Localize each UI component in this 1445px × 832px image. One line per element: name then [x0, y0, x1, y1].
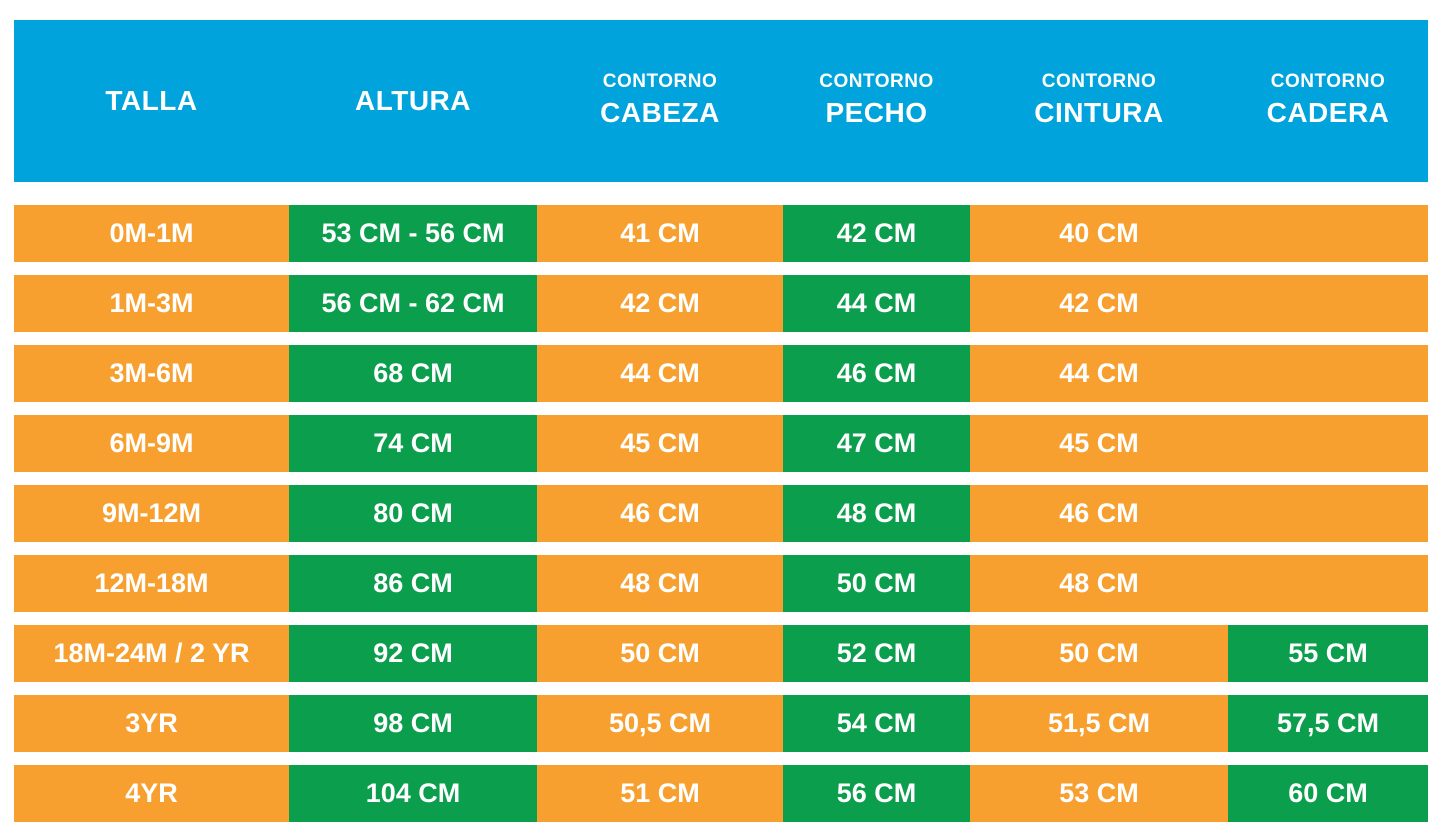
cell-cintura: 44 CM: [970, 345, 1228, 402]
cell-cadera: [1228, 345, 1428, 402]
header-label: CINTURA: [1034, 97, 1164, 129]
cell-altura: 104 CM: [289, 765, 537, 822]
cell-cabeza: 48 CM: [537, 555, 783, 612]
cell-pecho: 47 CM: [783, 415, 970, 472]
cell-pecho: 48 CM: [783, 485, 970, 542]
cell-cintura: 42 CM: [970, 275, 1228, 332]
column-header-contorno-pecho: CONTORNO PECHO: [783, 20, 970, 182]
cell-talla: 3YR: [14, 695, 289, 752]
table-row: 3YR 98 CM 50,5 CM 54 CM 51,5 CM 57,5 CM: [14, 695, 1428, 752]
column-header-contorno-cintura: CONTORNO CINTURA: [970, 20, 1228, 182]
cell-talla: 9M-12M: [14, 485, 289, 542]
cell-cabeza: 41 CM: [537, 205, 783, 262]
table-row: 3M-6M 68 CM 44 CM 46 CM 44 CM: [14, 345, 1428, 402]
cell-cintura: 40 CM: [970, 205, 1228, 262]
cell-cabeza: 42 CM: [537, 275, 783, 332]
cell-cadera: [1228, 275, 1428, 332]
cell-cabeza: 51 CM: [537, 765, 783, 822]
cell-cabeza: 50 CM: [537, 625, 783, 682]
cell-pecho: 46 CM: [783, 345, 970, 402]
cell-cintura: 46 CM: [970, 485, 1228, 542]
cell-altura: 86 CM: [289, 555, 537, 612]
table-body: 0M-1M 53 CM - 56 CM 41 CM 42 CM 40 CM 1M…: [14, 205, 1428, 822]
cell-talla: 6M-9M: [14, 415, 289, 472]
table-row: 9M-12M 80 CM 46 CM 48 CM 46 CM: [14, 485, 1428, 542]
table-row: 18M-24M / 2 YR 92 CM 50 CM 52 CM 50 CM 5…: [14, 625, 1428, 682]
cell-talla: 12M-18M: [14, 555, 289, 612]
cell-cabeza: 50,5 CM: [537, 695, 783, 752]
cell-talla: 3M-6M: [14, 345, 289, 402]
column-header-contorno-cabeza: CONTORNO CABEZA: [537, 20, 783, 182]
column-header-altura: ALTURA: [289, 20, 537, 182]
cell-pecho: 44 CM: [783, 275, 970, 332]
cell-cabeza: 45 CM: [537, 415, 783, 472]
header-label: PECHO: [825, 97, 928, 129]
cell-talla: 4YR: [14, 765, 289, 822]
table-row: 6M-9M 74 CM 45 CM 47 CM 45 CM: [14, 415, 1428, 472]
cell-altura: 80 CM: [289, 485, 537, 542]
table-header: TALLA ALTURA CONTORNO CABEZA CONTORNO PE…: [14, 20, 1428, 182]
cell-talla: 0M-1M: [14, 205, 289, 262]
cell-talla: 18M-24M / 2 YR: [14, 625, 289, 682]
table-row: 4YR 104 CM 51 CM 56 CM 53 CM 60 CM: [14, 765, 1428, 822]
cell-cadera: 55 CM: [1228, 625, 1428, 682]
cell-altura: 53 CM - 56 CM: [289, 205, 537, 262]
cell-altura: 68 CM: [289, 345, 537, 402]
cell-cabeza: 44 CM: [537, 345, 783, 402]
cell-cabeza: 46 CM: [537, 485, 783, 542]
cell-cintura: 45 CM: [970, 415, 1228, 472]
column-header-talla: TALLA: [14, 20, 289, 182]
cell-cadera: [1228, 415, 1428, 472]
cell-cintura: 51,5 CM: [970, 695, 1228, 752]
cell-pecho: 52 CM: [783, 625, 970, 682]
header-sublabel: CONTORNO: [1270, 71, 1386, 93]
cell-altura: 74 CM: [289, 415, 537, 472]
table-row: 12M-18M 86 CM 48 CM 50 CM 48 CM: [14, 555, 1428, 612]
cell-pecho: 50 CM: [783, 555, 970, 612]
header-label: CADERA: [1266, 97, 1390, 129]
column-header-contorno-cadera: CONTORNO CADERA: [1228, 20, 1428, 182]
cell-cadera: [1228, 485, 1428, 542]
cell-pecho: 42 CM: [783, 205, 970, 262]
cell-cadera: [1228, 555, 1428, 612]
header-label: ALTURA: [354, 84, 471, 116]
cell-altura: 92 CM: [289, 625, 537, 682]
cell-cintura: 53 CM: [970, 765, 1228, 822]
cell-altura: 56 CM - 62 CM: [289, 275, 537, 332]
table-row: 1M-3M 56 CM - 62 CM 42 CM 44 CM 42 CM: [14, 275, 1428, 332]
cell-cadera: [1228, 205, 1428, 262]
cell-talla: 1M-3M: [14, 275, 289, 332]
table-row: 0M-1M 53 CM - 56 CM 41 CM 42 CM 40 CM: [14, 205, 1428, 262]
header-label: TALLA: [105, 84, 198, 116]
cell-cintura: 48 CM: [970, 555, 1228, 612]
cell-pecho: 54 CM: [783, 695, 970, 752]
header-sublabel: CONTORNO: [602, 71, 718, 93]
cell-cadera: 57,5 CM: [1228, 695, 1428, 752]
cell-cadera: 60 CM: [1228, 765, 1428, 822]
header-label: CABEZA: [600, 97, 720, 129]
header-sublabel: CONTORNO: [1041, 71, 1157, 93]
header-sublabel: CONTORNO: [819, 71, 934, 93]
cell-cintura: 50 CM: [970, 625, 1228, 682]
cell-pecho: 56 CM: [783, 765, 970, 822]
cell-altura: 98 CM: [289, 695, 537, 752]
